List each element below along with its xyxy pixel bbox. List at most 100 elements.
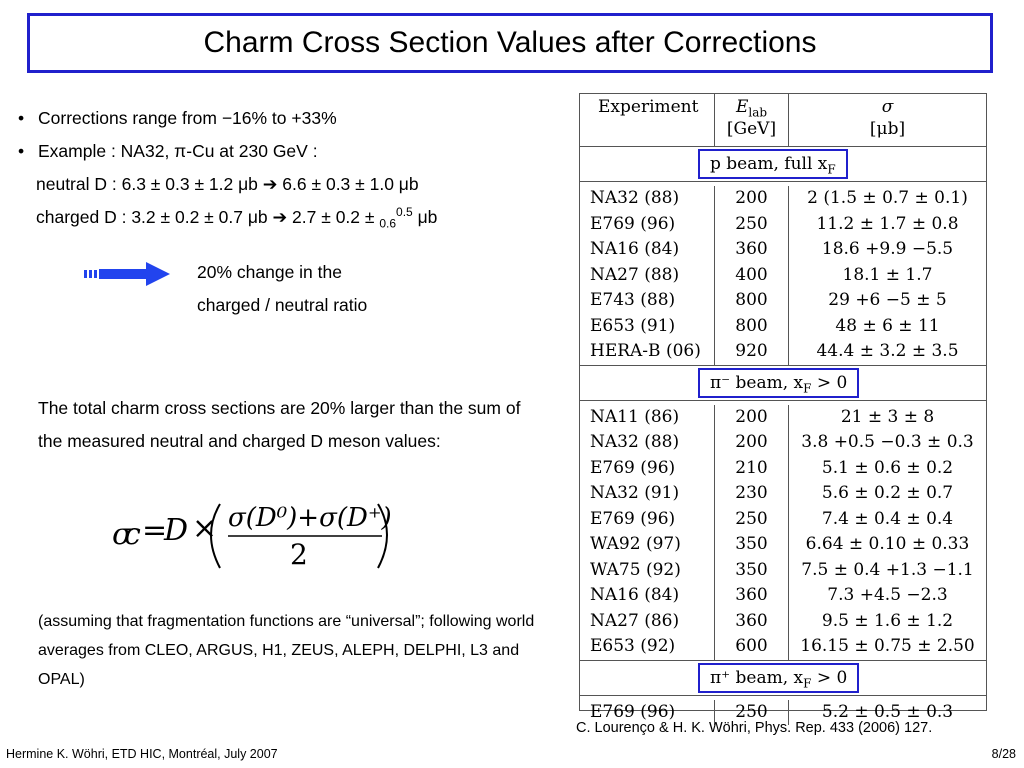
bullet-list: • Corrections range from −16% to +33% • … [18,104,437,236]
svg-text:c: c [124,517,141,552]
cell-energy: 210 [714,455,789,481]
cell-sigma: 16.15 ± 0.75 ± 2.50 [800,636,975,656]
cell-energy: 360 [714,583,789,609]
cross-section-table: Experiment Elab [GeV] σ [μb] p beam, ful… [579,93,987,725]
table-row: NA11 (86) 200 21 ± 3 ± 8 [580,404,986,430]
svg-text:D: D [163,513,188,548]
cell-experiment: NA27 (88) [590,264,680,285]
cell-energy: 920 [714,339,789,365]
table-row: NA32 (91) 230 5.6 ± 0.2 ± 0.7 [580,481,986,507]
bullet-text: Example : NA32, π-Cu at 230 GeV : [38,141,318,161]
cell-energy: 200 [714,404,789,430]
cell-experiment: E653 (92) [590,636,676,656]
section-rows-pi-minus-beam: NA11 (86) 200 21 ± 3 ± 8 NA32 (88) 200 3.8 +0… [580,401,986,661]
cell-energy: 200 [714,430,789,456]
right-arrow-icon [84,262,170,286]
fragmentation-note: (assuming that fragmentation functions a… [38,613,535,688]
cell-energy: 230 [714,481,789,507]
table-row: E653 (91) 800 48 ± 6 ± 11 [580,313,986,339]
cell-sigma: 6.64 ± 0.10 ± 0.33 [805,534,970,554]
cell-experiment: E769 (96) [590,213,676,234]
reference-citation: C. Lourenço & H. K. Wöhri, Phys. Rep. 43… [576,720,933,736]
section-label-box: π⁺ beam, xF > 0 [698,662,860,693]
ratio-change-text: 20% change in the charged / neutral rati… [197,256,367,322]
table-row: NA27 (86) 360 9.5 ± 1.6 ± 1.2 [580,608,986,634]
table-header: Experiment Elab [GeV] σ [μb] [580,94,986,147]
slide-title: Charm Cross Section Values after Correct… [203,26,817,59]
cell-sigma: 29 +6 −5 ± 5 [828,290,947,310]
ratio-line: charged / neutral ratio [197,295,368,315]
section-label-sub: F [803,675,812,690]
bullet-text: Corrections range from −16% to +33% [38,108,337,128]
table-row: NA32 (88) 200 3.8 +0.5 −0.3 ± 0.3 [580,430,986,456]
section-label: p beam, full x [710,154,828,174]
charged-d-suffix: μb [412,207,438,227]
charged-d-line: charged D : 3.2 ± 0.2 ± 0.7 μb ➔ 2.7 ± 0… [18,203,437,236]
table-row: HERA-B (06) 920 44.4 ± 3.2 ± 3.5 [580,339,986,365]
header-sigma-symbol: σ [881,97,894,117]
cell-sigma: 18.6 +9.9 −5.5 [821,239,954,259]
table-row: E769 (96) 250 11.2 ± 1.7 ± 0.8 [580,211,986,237]
cell-sigma: 5.2 ± 0.5 ± 0.3 [821,701,954,722]
cell-sigma: 5.6 ± 0.2 ± 0.7 [821,483,954,503]
cell-experiment: E743 (88) [590,290,676,310]
bullet-item: • Example : NA32, π-Cu at 230 GeV : [18,137,437,170]
section-label-box: p beam, full xF [698,149,848,179]
svg-text:σ: σ [112,517,134,552]
svg-text:2: 2 [290,538,308,571]
svg-text:σ(D⁰)+σ(D⁺): σ(D⁰)+σ(D⁺) [228,503,392,533]
header-experiment: Experiment [598,97,699,117]
neutral-d-line: neutral D : 6.3 ± 0.3 ± 1.2 μb ➔ 6.6 ± 0… [18,170,437,203]
cell-experiment: WA92 (97) [590,534,681,554]
header-sigma: σ [μb] [789,94,986,146]
section-label-box: π⁻ beam, xF > 0 [698,367,860,398]
table-row: E769 (96) 250 7.4 ± 0.4 ± 0.4 [580,506,986,532]
table-row: NA16 (84) 360 7.3 +4.5 −2.3 [580,583,986,609]
cell-sigma: 18.1 ± 1.7 [842,264,933,285]
table-row: NA27 (88) 400 18.1 ± 1.7 [580,262,986,288]
cell-energy: 360 [714,237,789,263]
cell-energy: 250 [714,211,789,237]
charged-d-sub: 0.6 [379,216,397,231]
summary-paragraph: The total charm cross sections are 20% l… [38,398,521,451]
footer-page-number: 8/28 [991,747,1016,761]
cell-energy: 350 [714,532,789,558]
cell-sigma: 48 ± 6 ± 11 [835,315,940,336]
header-energy-symbol: E [735,97,749,117]
cell-experiment: E769 (96) [590,457,676,478]
cell-energy: 200 [714,186,789,212]
ratio-line: 20% change in the [197,262,342,282]
cell-sigma: 11.2 ± 1.7 ± 0.8 [816,213,959,234]
cell-experiment: NA27 (86) [590,610,680,631]
cell-energy: 800 [714,313,789,339]
section-rows-p-beam: NA32 (88) 200 2 (1.5 ± 0.7 ± 0.1) E769 (96)… [580,182,986,366]
section-header-pi-plus-beam: π⁺ beam, xF > 0 [580,661,986,696]
cell-experiment: E769 (96) [590,701,676,722]
section-label: π⁻ beam, x [710,372,804,393]
header-energy-unit: [GeV] [726,119,777,139]
cell-sigma: 3.8 +0.5 −0.3 ± 0.3 [801,432,974,452]
bullet-dot: • [18,108,25,128]
header-energy: Elab [GeV] [714,94,789,146]
table-row: WA92 (97) 350 6.64 ± 0.10 ± 0.33 [580,532,986,558]
cell-energy: 800 [714,288,789,314]
section-label-tail: > 0 [811,667,848,688]
header-energy-sub: lab [748,105,768,120]
cell-sigma: 7.3 +4.5 −2.3 [827,585,948,605]
cell-experiment: NA16 (84) [590,585,680,605]
slide-title-box: Charm Cross Section Values after Correct… [27,13,993,73]
cross-section-formula: σ c = D × σ(D⁰)+σ(D⁺) 2 [112,492,392,574]
section-header-p-beam: p beam, full xF [580,147,986,182]
cell-sigma: 7.4 ± 0.4 ± 0.4 [821,508,954,529]
charged-d-prefix: charged D : 3.2 ± 0.2 ± 0.7 μb ➔ 2.7 ± 0… [36,207,380,227]
cell-sigma: 2 (1.5 ± 0.7 ± 0.1) [807,188,968,208]
cell-experiment: NA32 (91) [590,483,680,503]
cell-energy: 350 [714,557,789,583]
cell-sigma: 5.1 ± 0.6 ± 0.2 [821,457,954,478]
cell-experiment: HERA-B (06) [590,341,701,361]
table-row: NA16 (84) 360 18.6 +9.9 −5.5 [580,237,986,263]
cell-sigma: 44.4 ± 3.2 ± 3.5 [816,341,959,361]
cell-energy: 600 [714,634,789,660]
cell-experiment: E653 (91) [590,315,676,336]
neutral-d-text: neutral D : 6.3 ± 0.3 ± 1.2 μb ➔ 6.6 ± 0… [36,174,419,194]
